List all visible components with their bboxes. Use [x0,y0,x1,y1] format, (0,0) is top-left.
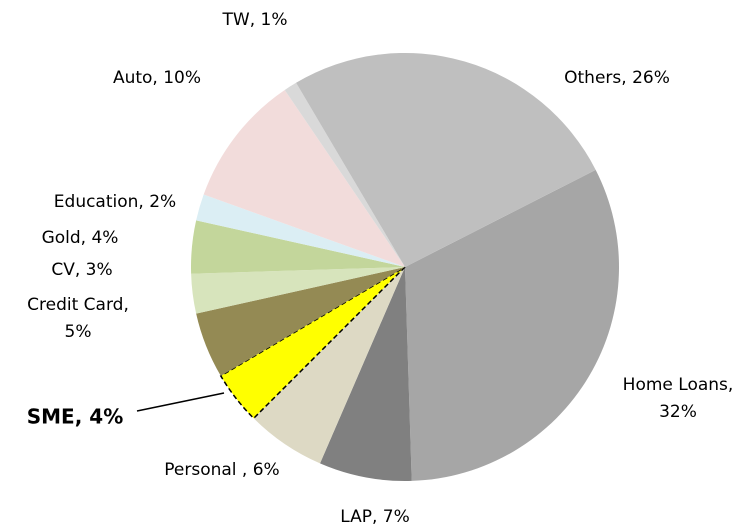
data-label: Home Loans, 32% [623,375,734,422]
pie-slice [203,90,405,267]
data-label: Credit Card, 5% [27,295,129,342]
pie-slice [253,267,405,464]
data-label: TW, 1% [222,10,288,30]
pie-slice [190,220,405,274]
pie-slice [196,267,405,376]
data-label: LAP, 7% [340,507,410,527]
pie-slice [191,267,405,314]
data-label: SME, 4% [27,405,123,429]
leader-line [136,392,225,412]
data-label: Gold, 4% [42,228,119,248]
data-label: Education, 2% [54,192,176,212]
pie-slice [320,267,412,481]
pie-slice [219,266,406,420]
pie-slice [405,169,619,481]
data-label: Personal , 6% [164,460,279,480]
data-label: Auto, 10% [113,68,201,88]
pie-slice [296,52,596,267]
pie-slice [284,82,405,267]
pie-slice [196,194,405,267]
data-label: CV, 3% [51,260,112,280]
data-label: Others, 26% [564,68,670,88]
